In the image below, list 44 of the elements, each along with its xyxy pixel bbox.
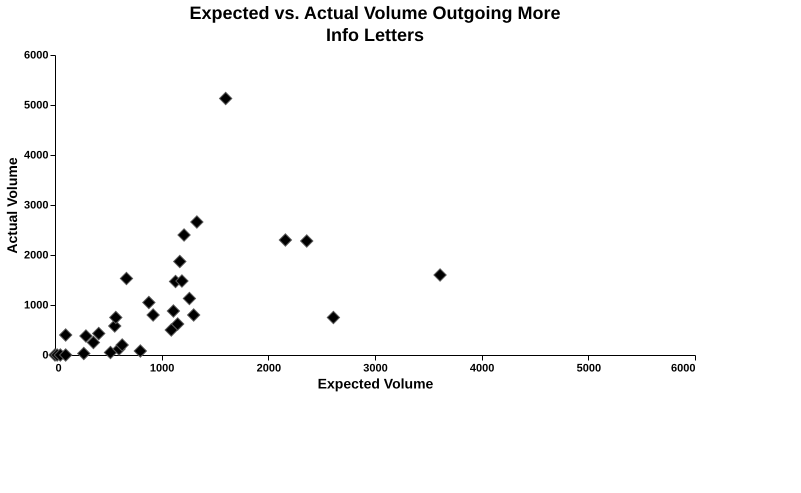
point (120, 272, 134, 286)
y-tick-label: 0 (42, 350, 48, 362)
point (59, 348, 72, 362)
x-tick-label: 6000 (671, 362, 696, 374)
y-tick-label: 5000 (24, 100, 48, 112)
y-tick-label: 2000 (24, 250, 48, 262)
point (175, 274, 189, 288)
point (177, 228, 191, 242)
point (187, 308, 200, 322)
y-tick-label: 4000 (24, 150, 48, 162)
x-tick-label: 5000 (576, 362, 602, 374)
point (219, 92, 232, 106)
point (79, 329, 93, 343)
point (278, 233, 292, 247)
x-tick-label: 3000 (363, 362, 388, 374)
point (86, 336, 100, 350)
point (77, 346, 90, 360)
point (134, 344, 147, 358)
y-axis-title: Actual Volume (4, 157, 20, 254)
point (171, 317, 184, 331)
point (182, 292, 196, 306)
point (164, 323, 178, 337)
point (166, 304, 180, 318)
point (433, 268, 447, 282)
y-tick-label: 6000 (24, 50, 48, 62)
point (300, 234, 314, 248)
x-tick-label: 1000 (150, 362, 174, 374)
chart-title: Expected vs. Actual Volume Outgoing More Info Letters (189, 3, 561, 45)
x-axis-title: Expected Volume (318, 376, 434, 392)
y-tick-label: 3000 (24, 200, 48, 212)
point (59, 328, 72, 342)
point (326, 310, 340, 324)
y-tick-label: 1000 (24, 300, 48, 312)
point (142, 296, 156, 310)
x-tick-label: 4000 (470, 362, 494, 374)
point (173, 254, 186, 268)
point (109, 310, 122, 324)
point (104, 346, 118, 360)
point (146, 308, 160, 322)
x-tick-label: 2000 (256, 362, 282, 374)
point (190, 215, 204, 229)
point (92, 326, 106, 340)
x-tick-label: 0 (56, 362, 62, 374)
point (116, 338, 129, 352)
